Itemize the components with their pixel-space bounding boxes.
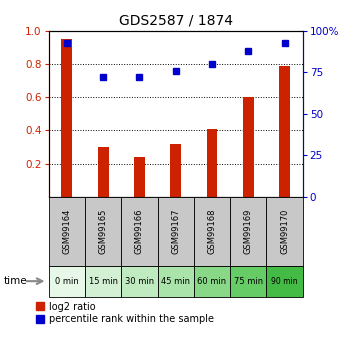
Legend: log2 ratio, percentile rank within the sample: log2 ratio, percentile rank within the s… — [36, 302, 214, 325]
Text: 30 min: 30 min — [125, 277, 154, 286]
Bar — [279, 66, 290, 197]
Text: GSM99169: GSM99169 — [244, 208, 253, 254]
Bar — [49, 197, 85, 266]
Bar — [62, 39, 72, 197]
Bar — [85, 197, 121, 266]
Bar — [49, 266, 85, 297]
Text: 60 min: 60 min — [197, 277, 227, 286]
Text: time: time — [3, 276, 27, 286]
Bar — [194, 197, 230, 266]
Bar — [98, 147, 109, 197]
Text: GSM99164: GSM99164 — [62, 208, 71, 254]
Text: GSM99170: GSM99170 — [280, 208, 289, 254]
Text: GSM99165: GSM99165 — [98, 208, 108, 254]
Bar — [243, 97, 254, 197]
Bar — [230, 197, 267, 266]
Bar — [121, 266, 158, 297]
Text: GSM99167: GSM99167 — [171, 208, 180, 254]
Bar — [170, 144, 181, 197]
Title: GDS2587 / 1874: GDS2587 / 1874 — [119, 13, 233, 27]
Bar — [267, 197, 303, 266]
Bar — [267, 266, 303, 297]
Text: 75 min: 75 min — [234, 277, 263, 286]
Bar — [158, 197, 194, 266]
Bar — [134, 157, 145, 197]
Bar — [85, 266, 121, 297]
Bar — [230, 266, 267, 297]
Text: 90 min: 90 min — [271, 277, 298, 286]
Bar — [207, 129, 218, 197]
Text: 0 min: 0 min — [55, 277, 79, 286]
Text: GSM99168: GSM99168 — [207, 208, 216, 254]
Text: 15 min: 15 min — [89, 277, 118, 286]
Bar — [158, 266, 194, 297]
Bar — [121, 197, 158, 266]
Text: 45 min: 45 min — [161, 277, 190, 286]
Bar — [194, 266, 230, 297]
Text: GSM99166: GSM99166 — [135, 208, 144, 254]
